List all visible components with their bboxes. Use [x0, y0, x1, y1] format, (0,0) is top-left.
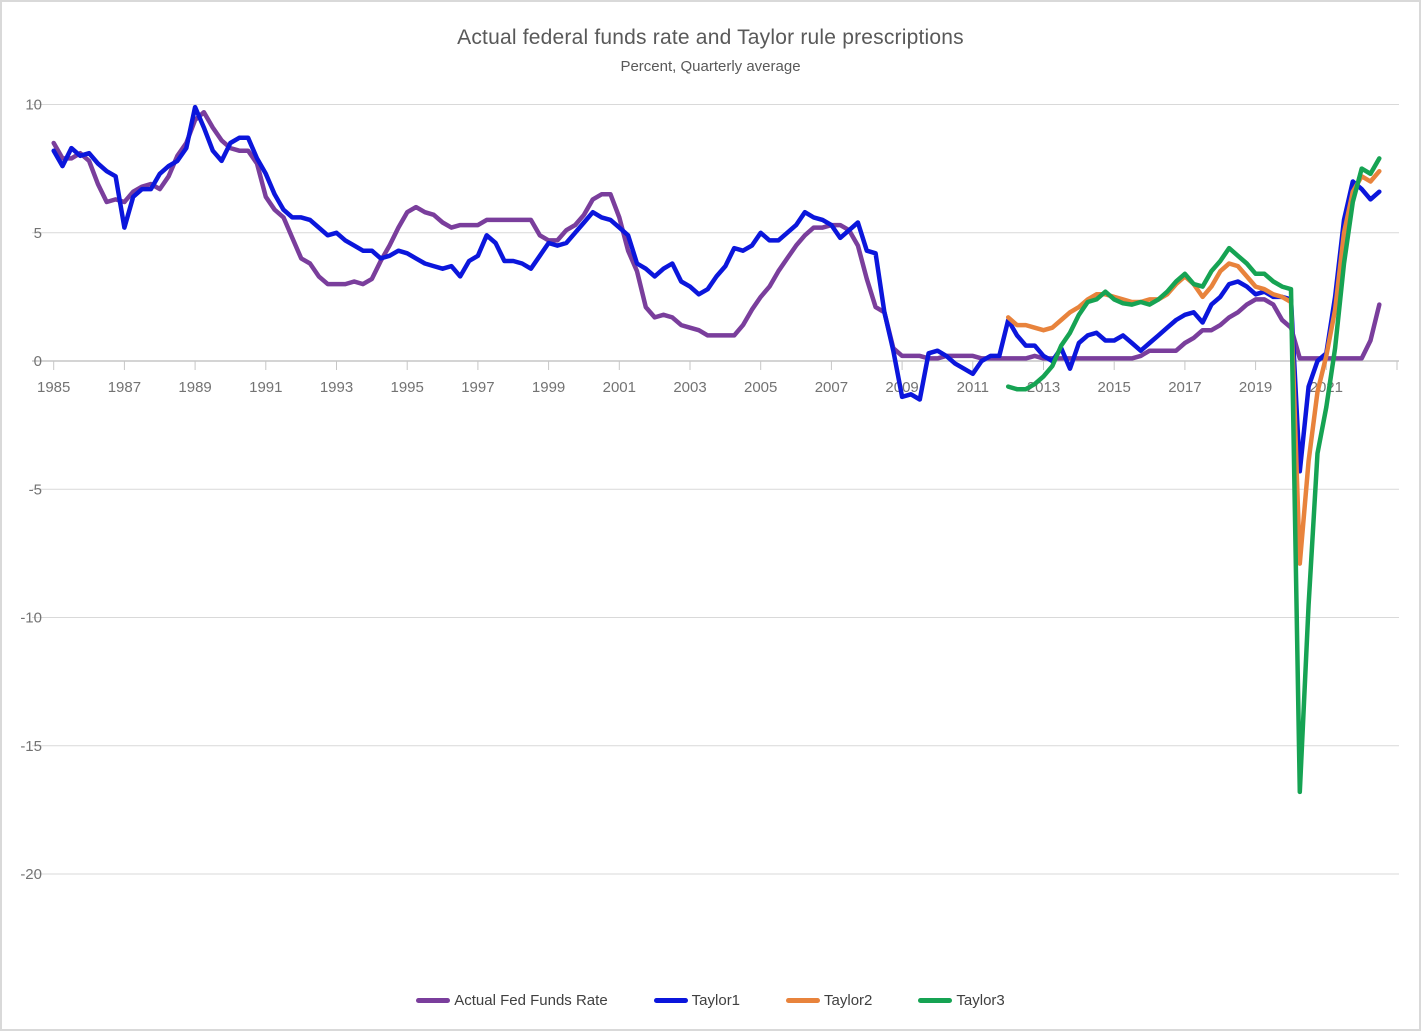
series-line-taylor1 [51, 104, 1382, 474]
x-tick-label-1989: 1989 [178, 379, 211, 396]
x-tick-label-1991: 1991 [249, 379, 282, 396]
y-tick-label-0: 0 [34, 353, 42, 370]
legend-item-taylor3: Taylor3 [918, 992, 1005, 1009]
legend-label-taylor2: Taylor2 [824, 992, 873, 1009]
y-tick-label--10: -10 [20, 610, 42, 627]
y-tick-label-10: 10 [25, 97, 42, 114]
series-line-actual-fed-funds-rate [51, 109, 1382, 361]
x-tick-label-2015: 2015 [1098, 379, 1131, 396]
x-tick-label-2019: 2019 [1239, 379, 1272, 396]
y-tick-label-5: 5 [34, 225, 42, 242]
x-tick-label-2017: 2017 [1168, 379, 1201, 396]
x-tick-label-1997: 1997 [461, 379, 494, 396]
x-tick-label-1985: 1985 [37, 379, 70, 396]
x-tick-label-2007: 2007 [815, 379, 848, 396]
legend-swatch-taylor1 [653, 998, 688, 1003]
x-tick-label-2003: 2003 [673, 379, 706, 396]
y-tick-label--15: -15 [20, 738, 42, 755]
legend: Actual Fed Funds Rate Taylor1 Taylor2 Taylo… [2, 992, 1419, 1009]
legend-item-taylor2: Taylor2 [786, 992, 872, 1009]
legend-swatch-actual-fed-funds-rate [416, 998, 451, 1003]
x-tick-label-1999: 1999 [532, 379, 565, 396]
legend-swatch-taylor3 [918, 998, 953, 1003]
legend-label-taylor1: Taylor1 [691, 992, 741, 1009]
y-tick-label--5: -5 [29, 481, 42, 498]
x-tick-label-2011: 2011 [957, 379, 989, 396]
legend-label-taylor3: Taylor3 [956, 992, 1005, 1009]
series-line-taylor3 [1005, 156, 1382, 795]
x-tick-label-1993: 1993 [320, 379, 353, 396]
series-line-taylor2 [1005, 168, 1382, 566]
y-tick-label--20: -20 [20, 866, 42, 883]
x-tick-label-1987: 1987 [108, 379, 141, 396]
legend-item-taylor1: Taylor1 [653, 992, 741, 1009]
chart-title: Actual federal funds rate and Taylor rul… [457, 26, 964, 49]
legend-swatch-taylor2 [786, 998, 821, 1003]
x-tick-label-2005: 2005 [744, 379, 777, 396]
x-tick-label-1995: 1995 [391, 379, 424, 396]
x-tick-label-2001: 2001 [603, 379, 636, 396]
legend-label-actual-fed-funds-rate: Actual Fed Funds Rate [454, 992, 608, 1009]
chart-subtitle: Percent, Quarterly average [620, 58, 801, 75]
legend-item-actual-fed-funds-rate: Actual Fed Funds Rate [416, 992, 608, 1009]
